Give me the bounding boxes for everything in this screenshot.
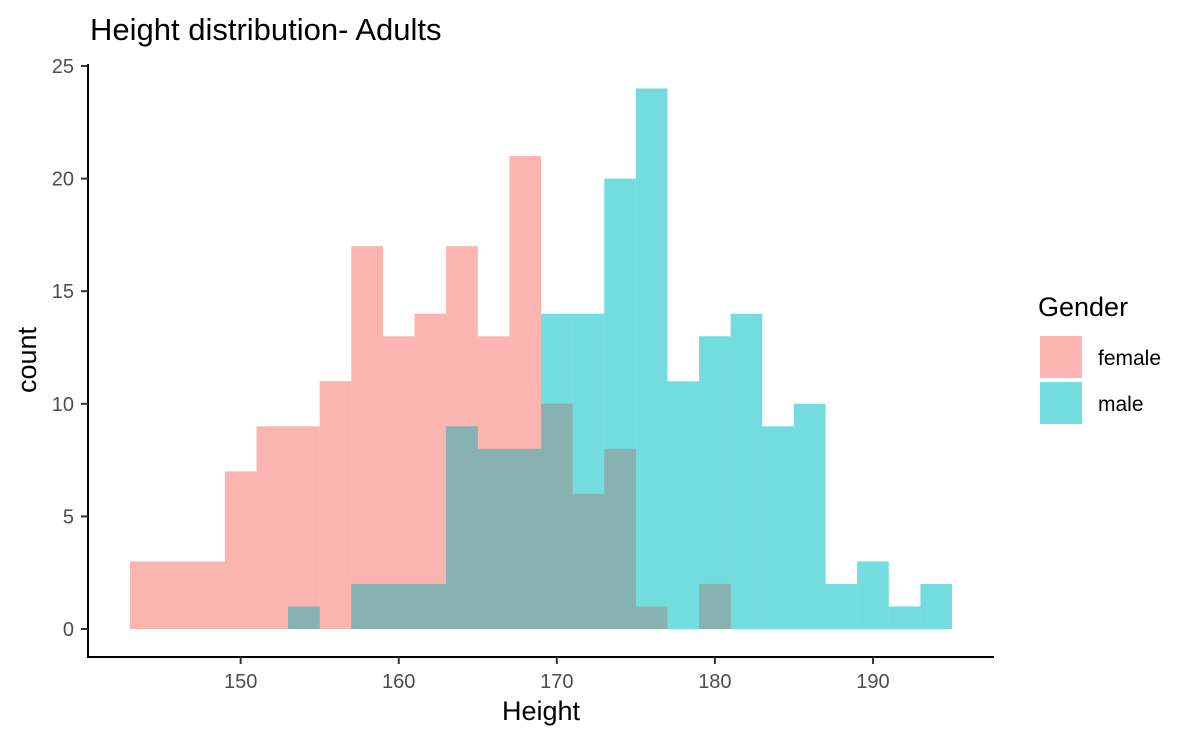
male-bar xyxy=(635,88,668,629)
female-bar xyxy=(193,561,225,629)
y-tick-label: 15 xyxy=(52,281,74,303)
y-tick-label: 20 xyxy=(52,169,74,191)
female-legend-label: female xyxy=(1098,347,1161,370)
female-bar xyxy=(351,246,383,629)
y-tick-label: 5 xyxy=(63,506,74,528)
female-bar xyxy=(256,426,289,629)
male-bar xyxy=(699,336,731,629)
male-bar xyxy=(667,381,700,629)
male-bar xyxy=(920,583,952,629)
x-tick-label: 160 xyxy=(382,671,415,693)
x-tick-label: 170 xyxy=(540,671,573,693)
x-axis-title: Height xyxy=(502,696,581,726)
x-ticks: 150 160 170 180 190 xyxy=(224,657,890,693)
x-tick-label: 190 xyxy=(856,671,889,693)
y-tick-label: 25 xyxy=(52,56,74,78)
overlap-bar xyxy=(635,606,668,629)
overlap-bar xyxy=(446,426,478,629)
male-bar xyxy=(857,561,889,629)
overlap-bar xyxy=(541,403,573,629)
y-tick-label: 10 xyxy=(52,394,74,416)
y-axis-title: count xyxy=(12,326,42,393)
y-tick-label: 0 xyxy=(63,619,74,641)
x-tick-label: 150 xyxy=(224,671,257,693)
female-bar xyxy=(130,561,162,629)
male-legend-key xyxy=(1040,382,1082,424)
legend-title: Gender xyxy=(1038,292,1128,322)
overlap-bar xyxy=(477,448,510,629)
male-legend-label: male xyxy=(1098,393,1144,416)
overlap-bar xyxy=(288,606,320,629)
legend: Gender female male xyxy=(1038,292,1161,424)
y-ticks: 0 5 10 15 20 25 xyxy=(52,56,88,641)
chart-title: Height distribution- Adults xyxy=(90,12,442,47)
overlap-bar xyxy=(382,583,415,629)
female-bar xyxy=(224,471,257,629)
overlap-bar xyxy=(414,583,447,629)
female-bar xyxy=(161,561,194,629)
male-bar xyxy=(888,606,921,629)
female-bar xyxy=(414,313,447,629)
overlap-bar xyxy=(509,448,541,629)
axes xyxy=(87,64,994,658)
overlap-bar xyxy=(604,448,636,629)
female-legend-key xyxy=(1040,336,1082,378)
male-bar xyxy=(762,426,794,629)
male-bar xyxy=(825,583,858,629)
overlap-bar xyxy=(699,583,731,629)
x-tick-label: 180 xyxy=(698,671,731,693)
overlap-bar xyxy=(351,583,383,629)
female-bar xyxy=(288,426,320,629)
plot-area xyxy=(130,88,952,629)
female-bar xyxy=(319,381,352,629)
male-bar xyxy=(793,403,826,629)
female-bar xyxy=(382,336,415,629)
male-bar xyxy=(730,313,763,629)
overlap-bar xyxy=(572,493,605,629)
